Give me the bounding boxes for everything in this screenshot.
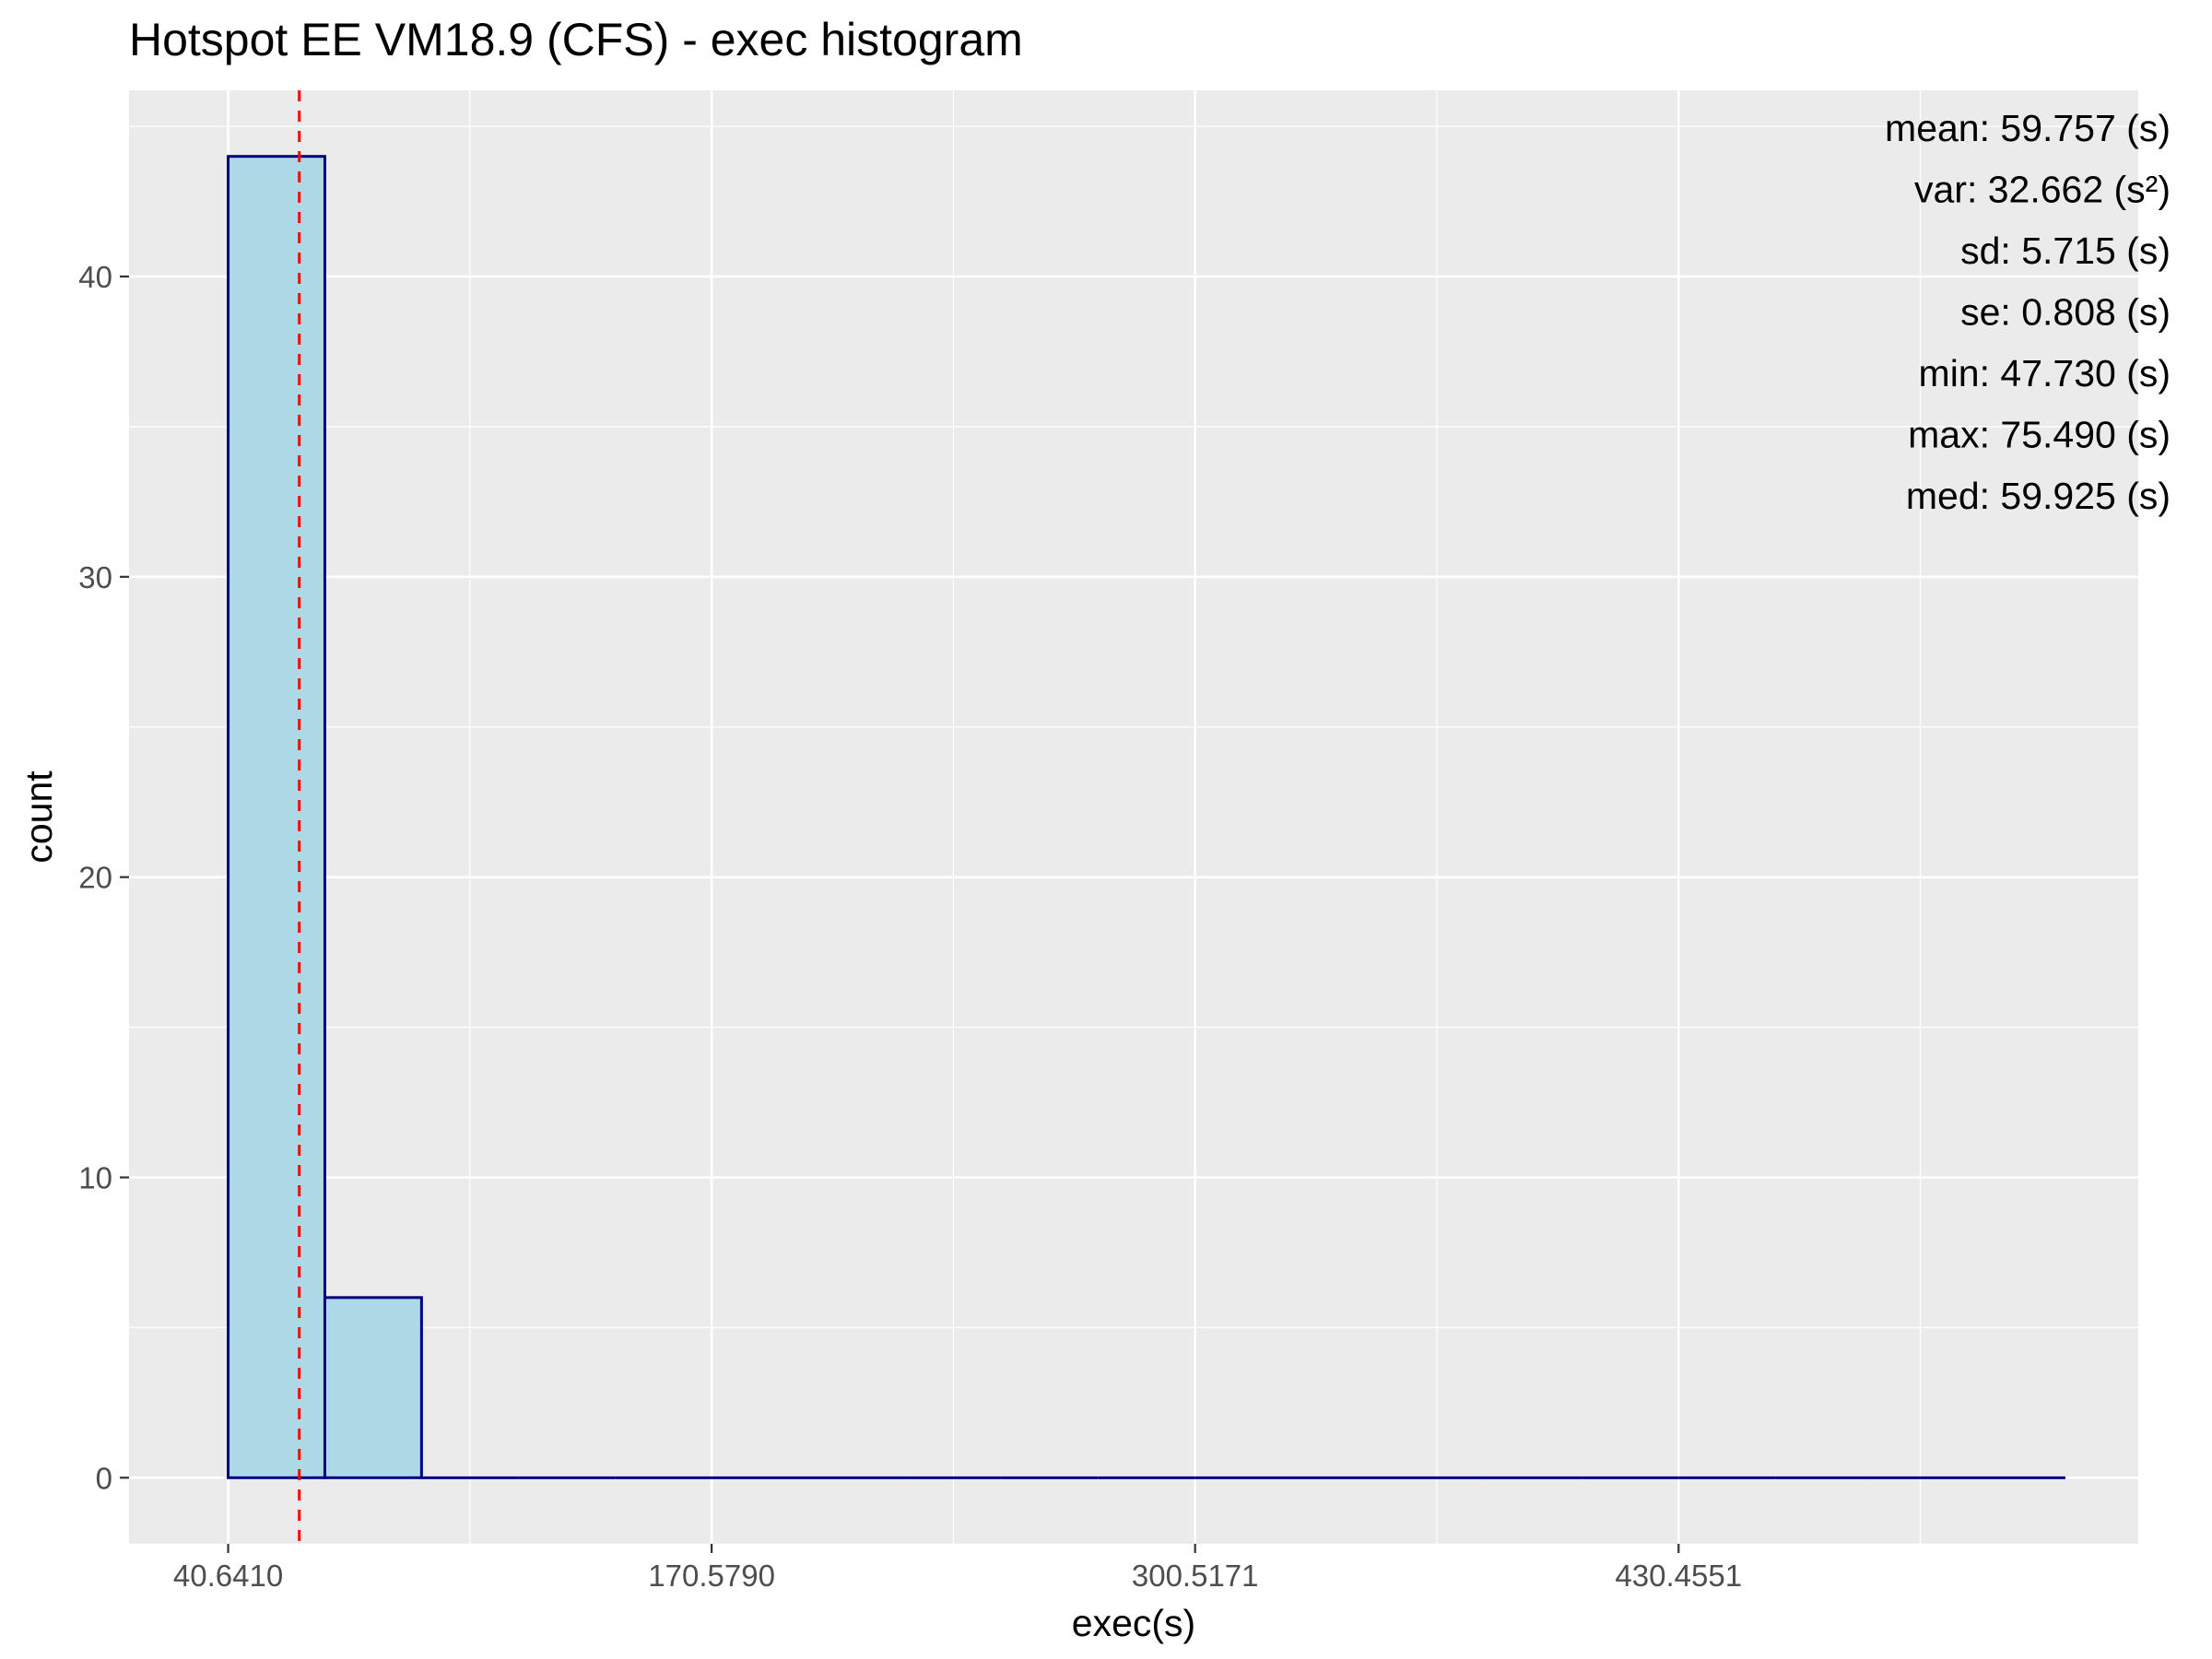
y-tick-label: 10 [78,1160,112,1194]
y-axis-title: count [18,771,60,864]
stat-line: se: 0.808 (s) [1960,291,2171,334]
histogram-bar [227,155,326,1479]
stat-line: sd: 5.715 (s) [1960,229,2171,272]
y-axis: 0 10 20 30 40 [78,260,129,1495]
stat-line: med: 59.925 (s) [1906,475,2171,517]
y-tick-label: 40 [78,260,112,294]
y-tick-label: 0 [96,1461,112,1495]
stat-line: mean: 59.757 (s) [1885,107,2171,149]
chart-title: Hotspot EE VM18.9 (CFS) - exec histogram [129,14,1023,65]
x-tick-label: 430.4551 [1615,1559,1742,1593]
stat-line: max: 75.490 (s) [1908,414,2171,456]
x-axis-title: exec(s) [1072,1602,1195,1644]
histogram-bar [323,1296,423,1479]
x-axis: 40.6410 170.5790 300.5171 430.4551 [173,1544,1742,1593]
y-tick-label: 30 [78,560,112,594]
y-tick-label: 20 [78,861,112,895]
stat-line: min: 47.730 (s) [1919,352,2171,394]
histogram-bars [227,155,2065,1479]
x-tick-label: 170.5790 [648,1559,775,1593]
stat-line: var: 32.662 (s²) [1914,169,2171,211]
summary-stats: mean: 59.757 (s) var: 32.662 (s²) sd: 5.71… [1885,107,2171,517]
plot-panel [129,90,2138,1544]
x-tick-label: 40.6410 [173,1559,283,1593]
x-tick-label: 300.5171 [1132,1559,1259,1593]
minor-gridlines [129,90,2138,1544]
